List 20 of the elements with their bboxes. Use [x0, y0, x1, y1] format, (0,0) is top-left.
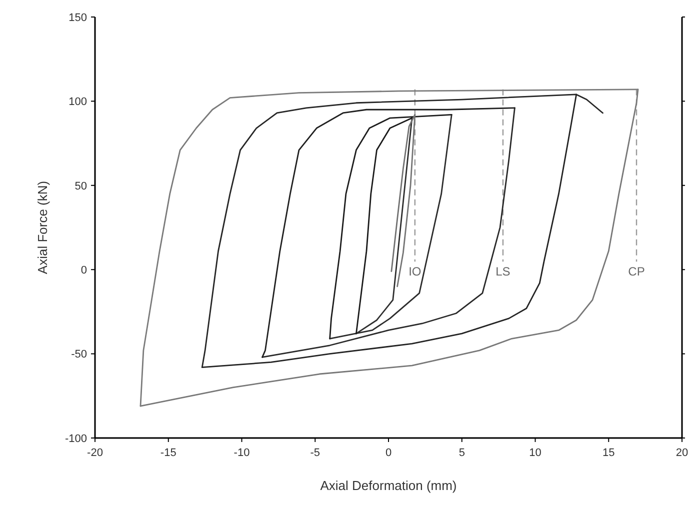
y-axis-title: Axial Force (kN) — [35, 180, 50, 274]
y-tick-label: 100 — [68, 96, 87, 108]
y-tick-label: -50 — [71, 348, 87, 361]
ref-line-label: CP — [628, 264, 645, 279]
x-tick-label: 0 — [385, 447, 392, 459]
x-tick-label: -10 — [234, 447, 250, 459]
ref-line-label: IO — [408, 264, 422, 279]
x-tick-label: -5 — [310, 447, 320, 459]
x-tick-label: -15 — [160, 447, 176, 459]
y-tick-label: -100 — [64, 432, 87, 445]
x-tick-label: 20 — [676, 447, 688, 459]
y-tick-label: 150 — [68, 12, 87, 24]
y-tick-label: 50 — [74, 180, 87, 192]
x-tick-label: 15 — [602, 447, 615, 459]
x-tick-label: 10 — [529, 447, 542, 459]
x-tick-label: -20 — [87, 447, 103, 459]
y-tick-label: 0 — [80, 264, 87, 276]
x-axis-title: Axial Deformation (mm) — [320, 478, 457, 493]
ref-line-label: LS — [496, 264, 510, 279]
x-tick-label: 5 — [458, 447, 465, 459]
